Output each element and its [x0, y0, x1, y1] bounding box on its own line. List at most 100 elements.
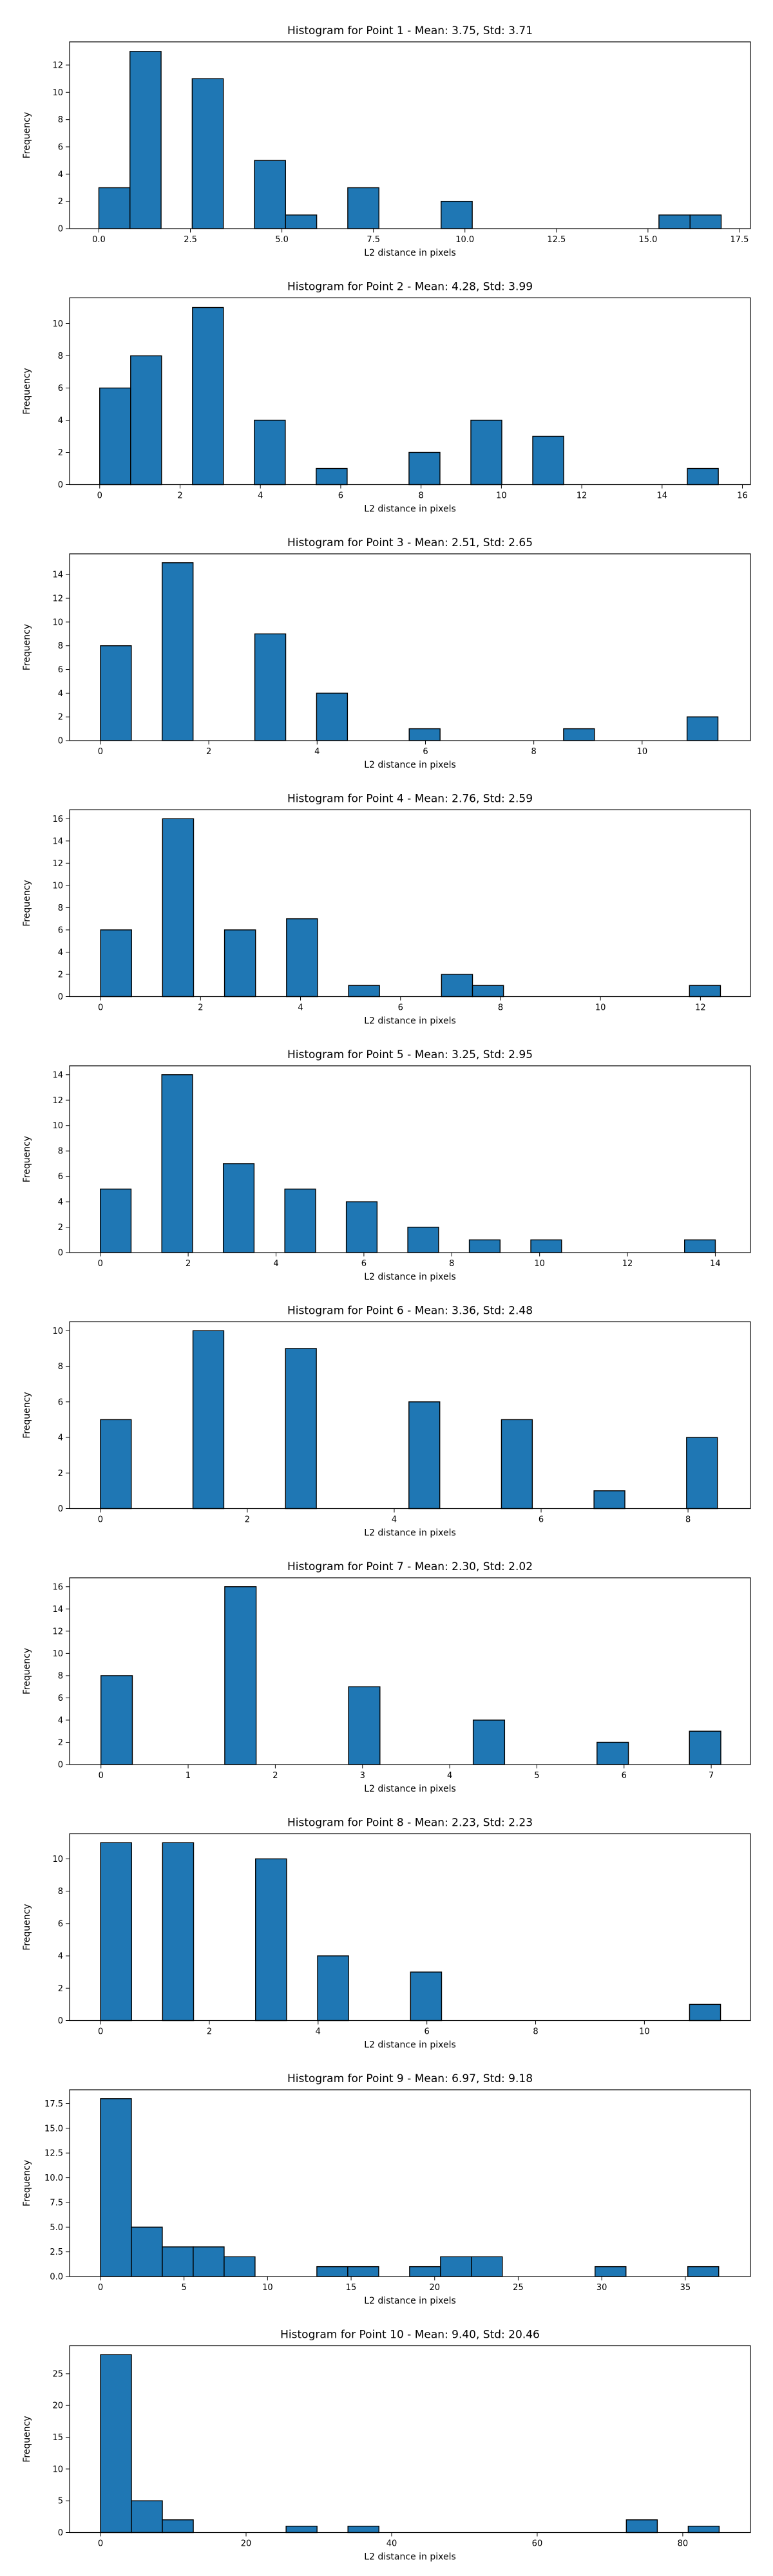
y-axis-label: Frequency	[22, 624, 32, 670]
y-tick-label: 4	[58, 948, 63, 958]
chart-title: Histogram for Point 3 - Mean: 2.51, Std:…	[287, 536, 533, 549]
x-tick-label: 0	[98, 2027, 103, 2037]
axes-frame	[69, 41, 751, 229]
x-tick-label: 10	[639, 2027, 650, 2037]
y-tick-label: 8	[58, 1671, 63, 1681]
x-tick-label: 7.5	[367, 235, 380, 245]
y-tick-label: 0.0	[50, 2273, 63, 2282]
y-tick-label: 12.5	[44, 2149, 63, 2159]
x-tick-label: 1	[186, 1771, 191, 1781]
histogram-bar	[595, 2266, 627, 2277]
y-tick-label: 7.5	[50, 2198, 63, 2208]
histogram-bar	[191, 78, 224, 229]
x-tick-label: 4	[316, 2027, 321, 2037]
x-tick-label: 17.5	[730, 235, 749, 245]
histogram-bar	[254, 633, 287, 741]
histogram-bar	[530, 1239, 562, 1253]
histogram-bar	[100, 1188, 132, 1253]
x-tick-label: 0	[97, 491, 102, 501]
x-tick-label: 6	[361, 1259, 367, 1269]
y-tick-label: 14	[52, 1070, 63, 1080]
y-axis-label: Frequency	[22, 880, 32, 926]
axes-frame	[69, 1577, 751, 1765]
histogram-bar	[100, 1419, 132, 1510]
histogram-bar	[689, 1730, 721, 1765]
histogram-bar	[224, 1586, 257, 1765]
y-tick-label: 4	[58, 1952, 63, 1962]
x-tick-label: 12	[695, 1003, 706, 1013]
x-tick-label: 10	[262, 2283, 273, 2293]
axes-frame	[69, 1321, 751, 1510]
x-tick-label: 2	[245, 1515, 250, 1525]
x-axis-label: L2 distance in pixels	[364, 1272, 456, 1282]
y-axis-label: Frequency	[22, 2160, 32, 2206]
x-axis-label: L2 distance in pixels	[364, 760, 456, 770]
axes-frame	[69, 1065, 751, 1253]
histogram-bar	[100, 1675, 133, 1765]
x-tick-label: 6	[338, 491, 343, 501]
histogram-bar	[285, 2525, 318, 2533]
x-tick-label: 2	[206, 747, 211, 757]
y-tick-label: 0	[58, 1249, 63, 1258]
x-tick-label: 2	[177, 491, 182, 501]
chart-title: Histogram for Point 4 - Mean: 2.76, Std:…	[287, 793, 533, 806]
histogram-bar	[658, 214, 691, 229]
x-tick-label: 5.0	[275, 235, 289, 245]
histogram-panel: Histogram for Point 7 - Mean: 2.30, Std:…	[22, 1560, 751, 1794]
x-tick-label: 4	[273, 1259, 278, 1269]
histogram-bar	[472, 1719, 506, 1765]
x-tick-label: 40	[386, 2539, 397, 2549]
y-tick-label: 10	[52, 1649, 63, 1659]
x-tick-label: 15	[346, 2283, 357, 2293]
y-tick-label: 10	[52, 1855, 63, 1864]
histogram-bar	[684, 1239, 716, 1253]
y-tick-label: 15	[52, 2433, 63, 2443]
x-tick-label: 2	[207, 2027, 212, 2037]
histogram-bar	[316, 692, 348, 741]
y-tick-label: 2	[58, 1738, 63, 1748]
x-tick-label: 10	[637, 747, 648, 757]
histogram-bar	[286, 918, 318, 998]
y-tick-label: 2.5	[50, 2248, 63, 2257]
histogram-bar	[316, 468, 348, 486]
y-tick-label: 8	[58, 115, 63, 125]
x-tick-label: 6	[398, 1003, 403, 1013]
x-tick-label: 0	[98, 1003, 103, 1013]
x-tick-label: 4	[392, 1515, 397, 1525]
y-tick-label: 6	[58, 1397, 63, 1407]
y-tick-label: 0	[58, 2016, 63, 2026]
chart-title: Histogram for Point 8 - Mean: 2.23, Std:…	[287, 1817, 533, 1830]
x-tick-label: 2	[272, 1771, 278, 1781]
y-tick-label: 8	[58, 1887, 63, 1897]
y-tick-label: 8	[58, 352, 63, 361]
x-tick-label: 10	[534, 1259, 545, 1269]
histogram-bar	[193, 2246, 225, 2277]
axes-frame	[69, 2345, 751, 2533]
histogram-panel: Histogram for Point 1 - Mean: 3.75, Std:…	[22, 24, 751, 258]
y-tick-label: 6	[58, 1694, 63, 1703]
histogram-bar	[224, 2256, 256, 2277]
y-tick-label: 20	[52, 2401, 63, 2411]
histogram-bar	[687, 468, 719, 486]
x-axis-label: L2 distance in pixels	[364, 1016, 456, 1027]
histogram-bar	[285, 214, 318, 229]
x-tick-label: 0	[98, 1515, 103, 1525]
histogram-bar	[407, 1226, 439, 1253]
histogram-bar	[689, 985, 721, 998]
x-tick-label: 6	[539, 1515, 544, 1525]
x-tick-label: 35	[680, 2283, 691, 2293]
x-tick-label: 8	[419, 491, 424, 501]
x-tick-label: 20	[241, 2539, 252, 2549]
y-tick-label: 0	[58, 737, 63, 746]
x-tick-label: 2.5	[184, 235, 197, 245]
histogram-bar	[162, 2246, 194, 2277]
y-tick-label: 2	[58, 1984, 63, 1994]
histogram-bar	[162, 818, 195, 998]
histogram-bar	[410, 1971, 443, 2022]
histogram-bar	[593, 1490, 625, 1510]
y-tick-label: 8	[58, 641, 63, 651]
x-axis-label: L2 distance in pixels	[364, 2296, 456, 2306]
x-tick-label: 30	[596, 2283, 607, 2293]
y-tick-label: 6	[58, 665, 63, 675]
histogram-bar	[222, 1163, 255, 1253]
